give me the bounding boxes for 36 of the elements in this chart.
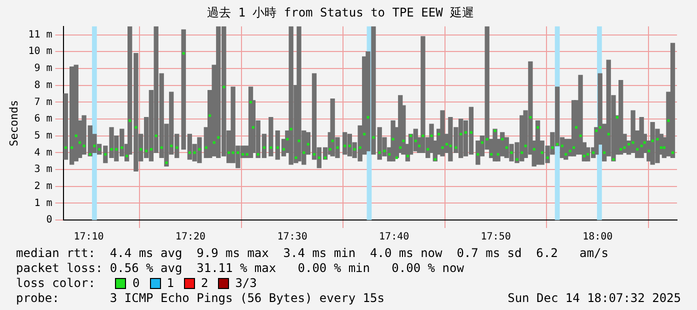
legend-title: loss color: xyxy=(16,276,96,291)
x-tick-label: 17:10 xyxy=(74,232,104,243)
y-tick-label: 1 m xyxy=(34,198,52,209)
bar xyxy=(74,64,78,162)
y-tick-label: 4 m xyxy=(34,147,52,158)
y-tick-label: 10 m xyxy=(28,46,52,58)
y-tick-label: 5 m xyxy=(34,130,52,142)
y-tick-label: 11 m xyxy=(28,29,52,40)
legend-label: 1 xyxy=(166,276,174,291)
x-tick-label: 17:30 xyxy=(277,232,308,243)
y-tick-label: 7 m xyxy=(34,96,52,108)
y-tick-label: 3 m xyxy=(34,164,52,176)
bar xyxy=(618,80,624,155)
text: Sun Dec 14 18:07:32 2025 xyxy=(508,291,681,306)
x-tick-label: 17:50 xyxy=(480,232,511,243)
y-axis-title: Seconds xyxy=(7,100,20,146)
y-tick-label: 2 m xyxy=(34,180,52,192)
text: probe: 3 ICMP Echo Pings (56 Bytes) every 15s xyxy=(16,291,384,306)
text: median rtt: 4.4 ms avg 9.9 ms max 3.4 ms min 4.0 ms now 0.7 ms sd 6.2 am/s xyxy=(16,246,610,261)
y-tick-label: 0 xyxy=(46,214,52,226)
chart-title: 過去 1 小時 from Status to TPE EEW 延遲 xyxy=(206,5,474,20)
text: packet loss: 0.56 % avg 31.11 % max 0.00 % min 0.00 % now xyxy=(16,261,465,276)
x-tick-label: 18:00 xyxy=(582,232,613,243)
y-tick-label: 9 m xyxy=(34,63,52,74)
y-tick-label: 8 m xyxy=(34,80,52,91)
legend-label: 3/3 xyxy=(235,276,257,291)
x-tick-label: 17:40 xyxy=(379,232,410,243)
bar xyxy=(564,138,568,160)
bar xyxy=(268,116,274,156)
legend-label: 2 xyxy=(200,276,208,291)
bar xyxy=(670,42,676,158)
bar xyxy=(440,110,445,156)
y-tick-label: 6 m xyxy=(34,114,52,125)
x-tick-label: 17:20 xyxy=(175,232,206,243)
bar xyxy=(535,120,540,165)
legend-label: 0 xyxy=(132,276,140,291)
